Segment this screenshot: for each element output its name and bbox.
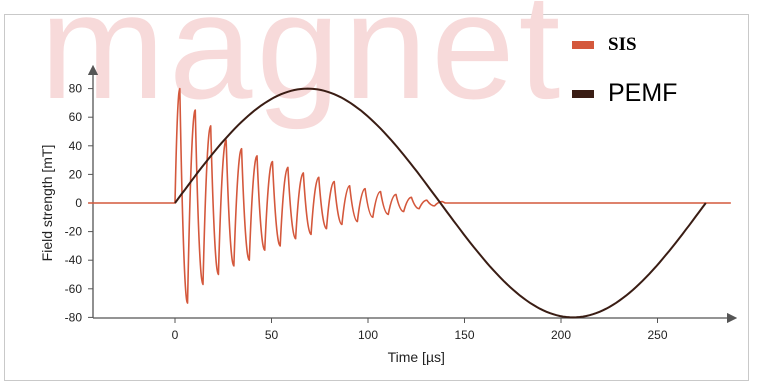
pemf-series-line [174,87,707,319]
sis-series-line [88,87,731,304]
legend-swatch-pemf [572,89,594,98]
x-axis-label: Time [µs] [388,349,445,365]
x-tick-label: 50 [265,328,279,342]
legend-item-pemf: PEMF [572,79,677,108]
y-tick-label: -20 [65,225,83,239]
legend-item-sis: SIS [572,34,637,56]
legend-label-pemf: PEMF [608,79,678,107]
x-tick-label: 250 [647,328,667,342]
y-tick-label: 20 [69,167,83,181]
legend-swatch-sis [572,41,594,49]
y-tick-label: -60 [65,282,83,296]
y-tick-label: -80 [65,310,83,324]
x-tick-label: 100 [358,328,378,342]
y-tick-label: 0 [75,196,82,210]
x-tick-label: 200 [551,328,571,342]
y-tick-label: -40 [65,253,83,267]
y-tick-label: 80 [69,82,83,96]
y-ticks: 80 60 40 20 0 -20 -40 -60 -80 [65,82,93,324]
x-tick-label: 150 [454,328,474,342]
y-tick-label: 40 [69,139,83,153]
legend-label-sis: SIS [608,34,637,55]
x-tick-label: 0 [172,328,179,342]
x-ticks: 0 50 100 150 200 250 [172,318,668,342]
y-tick-label: 60 [69,110,83,124]
y-axis-label: Field strength [mT] [39,145,55,262]
